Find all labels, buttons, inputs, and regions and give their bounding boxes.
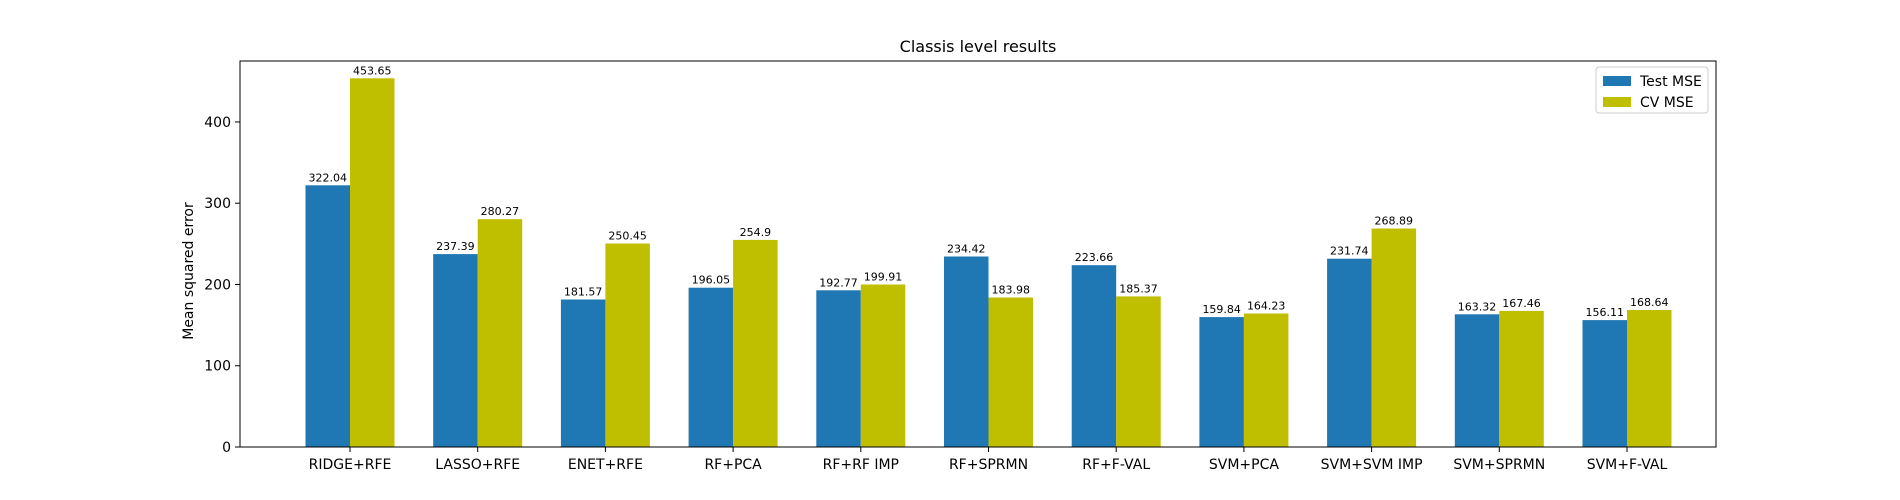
x-tick-label: SVM+SPRMN [1453,457,1545,473]
series-cv-mse: 453.65 280.27 250.45 254.9 199.91 183.98 185.3… [350,64,1672,448]
data-label: 185.37 [1119,282,1158,295]
y-tick-label: 400 [204,115,231,131]
bar [1243,313,1289,447]
y-tick-label: 200 [204,277,231,293]
data-label: 268.89 [1375,215,1414,228]
x-tick-label: SVM+PCA [1209,457,1279,473]
y-tick-label: 300 [204,196,231,212]
x-tick-label: RF+PCA [704,457,762,473]
bar [1071,265,1117,447]
x-tick-label: RF+RF IMP [823,457,899,473]
y-tick-label: 100 [204,359,231,375]
legend-label: Test MSE [1639,74,1702,90]
bar [477,219,523,447]
bar [688,287,734,447]
legend-swatch [1603,76,1631,86]
x-tick-label: RF+F-VAL [1082,457,1150,473]
data-label: 223.66 [1075,251,1114,264]
bar [305,185,350,448]
bar [1454,314,1500,447]
x-tick-label: SVM+F-VAL [1587,457,1668,473]
bar [560,299,606,447]
data-label: 181.57 [564,286,603,299]
series-test-mse: 322.04 237.39 181.57 196.05 192.77 234.42 223.… [305,171,1627,448]
legend-swatch [1603,97,1631,107]
data-label: 167.46 [1502,297,1541,310]
y-axis-label: Mean squared error [181,202,197,340]
data-label: 159.84 [1202,303,1241,316]
x-tick-label: RIDGE+RFE [309,457,392,473]
bar [1582,320,1627,447]
data-label: 322.04 [309,171,348,184]
data-label: 231.74 [1330,245,1369,258]
bar [350,78,395,448]
bar [1627,310,1672,447]
data-label: 237.39 [436,240,475,253]
bar [605,243,650,447]
data-label: 164.23 [1247,300,1286,313]
bar [1499,310,1544,447]
data-label: 163.32 [1458,300,1497,313]
legend-label: CV MSE [1640,95,1694,111]
bar [944,256,989,447]
data-label: 168.64 [1630,296,1669,309]
data-label: 234.42 [947,243,986,256]
x-tick-label: ENET+RFE [568,457,643,473]
plot-area: 322.04 237.39 181.57 196.05 192.77 234.42 223.… [204,60,1717,473]
data-label: 196.05 [692,274,731,287]
data-label: 254.9 [740,226,772,239]
data-label: 183.98 [992,284,1031,297]
bar [1116,296,1161,447]
bar [988,297,1033,447]
bar [860,284,906,447]
axes-frame [239,60,1717,448]
bar [1199,317,1244,447]
data-label: 192.77 [819,276,858,289]
x-tick-label: LASSO+RFE [435,457,520,473]
bar [1327,258,1372,447]
bar [733,239,778,447]
y-tick-label: 0 [222,440,231,456]
data-label: 453.65 [353,64,392,77]
x-tick-label: RF+SPRMN [949,457,1028,473]
bar [1371,228,1417,447]
data-label: 250.45 [608,230,647,243]
bar [816,290,861,447]
x-tick-label: SVM+SVM IMP [1321,457,1423,473]
data-label: 280.27 [481,205,520,218]
legend: Test MSE CV MSE [1595,66,1709,114]
chart-title: Classis level results [900,37,1057,56]
bar [433,254,478,447]
data-label: 199.91 [864,271,903,284]
data-label: 156.11 [1586,306,1625,319]
